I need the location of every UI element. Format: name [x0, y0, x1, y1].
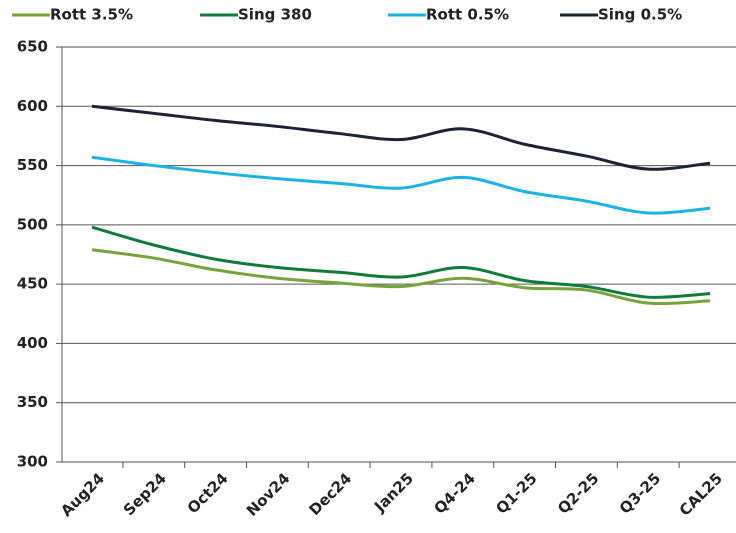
y-tick-label: 450	[17, 275, 48, 293]
legend-label: Sing 0.5%	[598, 6, 682, 24]
x-tick-label: CAL25	[676, 469, 726, 519]
y-tick-label: 400	[17, 334, 48, 352]
x-tick-label: Sep24	[120, 469, 170, 519]
y-tick-label: 300	[17, 453, 48, 471]
y-tick-label: 550	[17, 156, 48, 174]
y-tick-label: 600	[17, 97, 48, 115]
line-series	[91, 104, 711, 171]
legend-label: Rott 0.5%	[426, 6, 509, 24]
x-tick-label: Q2-25	[554, 469, 602, 517]
y-tick-label: 650	[17, 38, 48, 56]
legend-label: Sing 380	[238, 6, 312, 24]
x-tick-label: Q3-25	[616, 469, 664, 517]
x-tick-label: Jan25	[370, 469, 417, 516]
x-tick-label: Nov24	[243, 469, 294, 520]
x-tick-label: Dec24	[305, 469, 355, 519]
x-tick-label: Q4-24	[431, 469, 479, 517]
legend-label: Rott 3.5%	[50, 6, 133, 24]
line-series	[91, 225, 711, 299]
x-tick-label: Q1-25	[492, 469, 540, 517]
x-tick-label: Aug24	[57, 469, 108, 520]
line-series	[91, 155, 711, 215]
x-tick-label: Oct24	[184, 469, 232, 517]
line-series	[91, 248, 711, 306]
y-tick-label: 500	[17, 215, 48, 233]
y-tick-label: 350	[17, 393, 48, 411]
